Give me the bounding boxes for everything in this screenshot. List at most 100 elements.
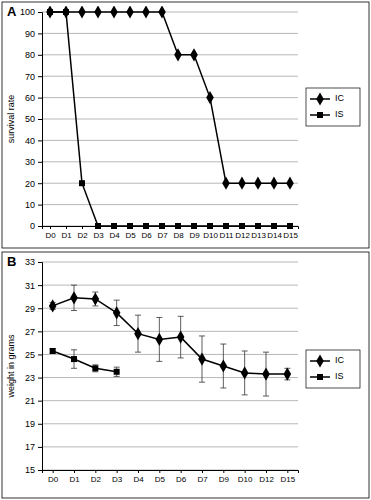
legend-item: IC xyxy=(310,92,345,105)
series xyxy=(47,9,293,229)
marker xyxy=(223,223,229,229)
series xyxy=(49,285,291,396)
tick-mark xyxy=(38,119,42,120)
grid-line xyxy=(42,119,298,120)
legend-label: IC xyxy=(335,355,345,365)
tick-label: 33 xyxy=(25,257,35,267)
legend-item: IC xyxy=(310,354,345,367)
tick-mark xyxy=(38,162,42,163)
tick: 17 xyxy=(25,442,42,452)
tick-label: D1 xyxy=(61,231,72,240)
marker xyxy=(287,223,293,229)
grid-line xyxy=(42,54,298,55)
chart-frame xyxy=(2,252,369,498)
tick: 60 xyxy=(25,93,42,103)
marker xyxy=(271,223,277,229)
tick-mark xyxy=(38,331,42,332)
tick-mark xyxy=(95,470,96,473)
panel-label: A xyxy=(7,4,17,19)
tick-label: D1 xyxy=(69,475,80,484)
marker xyxy=(49,299,57,312)
marker xyxy=(174,48,182,61)
marker xyxy=(191,223,197,229)
tick-label: 27 xyxy=(25,327,35,337)
tick-mark xyxy=(38,354,42,355)
tick-mark xyxy=(38,424,42,425)
tick-label: 40 xyxy=(25,136,35,146)
tick-label: D5 xyxy=(125,231,136,240)
tick-mark xyxy=(50,226,51,229)
error-bar xyxy=(242,351,248,395)
grid-line xyxy=(42,331,298,332)
tick: 70 xyxy=(25,72,42,82)
marker xyxy=(114,369,120,375)
marker xyxy=(241,366,249,379)
tick-mark xyxy=(38,33,42,34)
axis-title: survival rate xyxy=(6,95,16,144)
error-bar xyxy=(71,350,77,368)
tick-label: 100 xyxy=(20,7,35,17)
tick-label: 29 xyxy=(25,304,35,314)
tick-label: 19 xyxy=(25,419,35,429)
panel-label: B xyxy=(7,254,16,269)
tick-label: D4 xyxy=(109,231,120,240)
tick: 40 xyxy=(25,136,42,146)
tick-label: D6 xyxy=(141,231,152,240)
tick-label: D15 xyxy=(280,475,295,484)
error-bar xyxy=(135,315,141,352)
tick-mark xyxy=(117,470,118,473)
tick-label: D3 xyxy=(112,475,123,484)
marker xyxy=(177,331,185,344)
marker xyxy=(222,177,230,190)
tick-label: 23 xyxy=(25,373,35,383)
tick: 90 xyxy=(25,29,42,39)
grid-line xyxy=(42,377,298,378)
marker xyxy=(286,177,294,190)
marker xyxy=(284,368,292,381)
grid-line xyxy=(42,285,298,286)
axis-line xyxy=(38,263,43,471)
panel: 15171921232527293133D0D1D2D3D4D5D6D7D9D1… xyxy=(2,252,369,498)
tick-mark xyxy=(223,470,224,473)
tick-label: 90 xyxy=(25,29,35,39)
marker xyxy=(79,180,85,186)
tick: D1 xyxy=(69,470,80,484)
tick-label: D5 xyxy=(155,475,166,484)
tick-mark xyxy=(159,470,160,473)
legend-frame xyxy=(306,88,360,126)
tick: D0 xyxy=(48,470,59,484)
error-bar xyxy=(263,352,269,396)
marker xyxy=(71,356,77,362)
tick-label: D8 xyxy=(173,231,184,240)
error-bar xyxy=(199,336,205,382)
marker xyxy=(92,292,100,305)
tick: D6 xyxy=(176,470,187,484)
tick: 19 xyxy=(25,419,42,429)
plot-area xyxy=(49,285,291,396)
error-bar xyxy=(178,316,184,358)
marker xyxy=(134,327,142,340)
grid xyxy=(42,12,298,226)
error-bar xyxy=(92,365,98,372)
tick-label: 15 xyxy=(25,465,35,475)
error-bar xyxy=(284,368,290,380)
tick-mark xyxy=(181,470,182,473)
marker xyxy=(63,9,69,15)
tick: 80 xyxy=(25,50,42,60)
grid-line xyxy=(42,446,298,447)
legend: ICIS xyxy=(306,88,360,126)
tick-label: 80 xyxy=(25,50,35,60)
marker xyxy=(94,6,102,19)
marker xyxy=(78,6,86,19)
marker xyxy=(156,333,164,346)
line xyxy=(50,12,290,226)
tick-label: 21 xyxy=(25,396,35,406)
series xyxy=(46,6,294,190)
tick-label: D6 xyxy=(176,475,187,484)
marker xyxy=(46,6,54,19)
line xyxy=(53,351,117,372)
tick-label: 25 xyxy=(25,350,35,360)
tick: 15 xyxy=(25,465,42,475)
tick: D2 xyxy=(91,470,102,484)
legend-marker xyxy=(317,374,323,380)
